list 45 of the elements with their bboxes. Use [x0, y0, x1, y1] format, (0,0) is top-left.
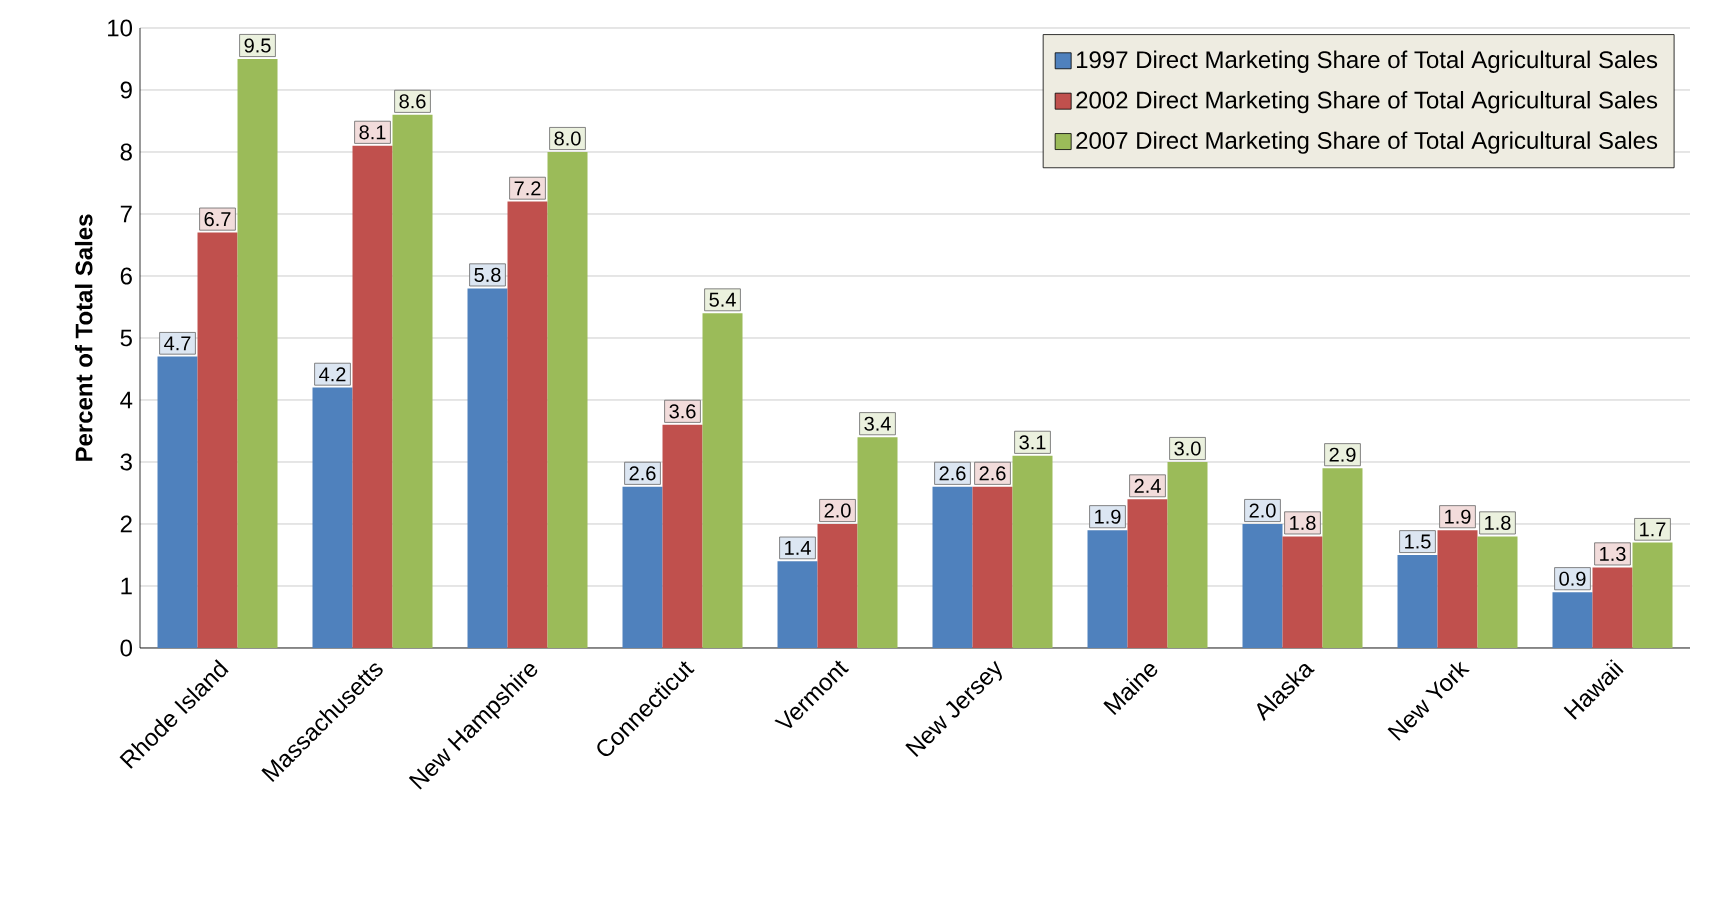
y-tick-label: 2: [120, 515, 132, 533]
y-axis-title: Percent of Total Sales: [74, 214, 93, 461]
data-label: 8.6: [399, 94, 426, 109]
data-label: 3.6: [669, 404, 696, 419]
y-tick-label: 1: [121, 577, 132, 595]
y-tick-label: 7: [120, 205, 132, 223]
data-label: 1.5: [1405, 534, 1431, 549]
data-label: 9.5: [244, 38, 271, 53]
y-tick-label: 8: [120, 143, 132, 161]
data-label: 2.0: [1249, 503, 1276, 518]
y-tick-label: 3: [120, 453, 132, 471]
data-label: 2.6: [629, 466, 656, 481]
data-label: 1.8: [1290, 515, 1316, 530]
data-label: 1.9: [1445, 509, 1471, 524]
legend-label: 1997 Direct Marketing Share of Total Agricultural Sales: [1076, 50, 1658, 73]
y-tick-label: 4: [120, 391, 133, 409]
data-label: 4.2: [319, 367, 346, 382]
data-label: 2.0: [824, 503, 851, 518]
data-label: 2.6: [939, 466, 966, 481]
y-tick-label: 10: [108, 19, 133, 37]
data-label: 8.0: [554, 131, 581, 146]
data-label: 2.6: [979, 466, 1006, 481]
y-tick-label: 5: [120, 329, 132, 347]
data-label: 2.4: [1134, 478, 1161, 493]
data-label: 5.8: [474, 267, 501, 282]
data-label: 1.7: [1640, 522, 1666, 537]
y-tick-label: 0: [120, 639, 133, 657]
data-label: 3.0: [1174, 441, 1201, 456]
y-tick-label: 6: [120, 267, 132, 285]
data-label: 3.4: [864, 416, 891, 431]
y-tick-label: 9: [120, 81, 132, 99]
data-label: 6.7: [204, 212, 231, 227]
data-label: 1.8: [1485, 515, 1511, 530]
data-label: 4.7: [164, 336, 191, 351]
data-label: 7.2: [514, 181, 541, 196]
data-label: 1.4: [785, 541, 811, 555]
data-label: 3.1: [1019, 435, 1046, 450]
data-label: 8.1: [359, 125, 386, 140]
data-label: 0.9: [1559, 571, 1586, 586]
data-label: 5.4: [709, 292, 736, 307]
data-label: 1.9: [1095, 509, 1121, 524]
legend-label: 2007 Direct Marketing Share of Total Agricultural Sales: [1076, 131, 1658, 154]
data-label: 2.9: [1329, 447, 1356, 462]
data-label: 1.3: [1600, 546, 1626, 561]
legend-label: 2002 Direct Marketing Share of Total Agricultural Sales: [1076, 90, 1658, 114]
